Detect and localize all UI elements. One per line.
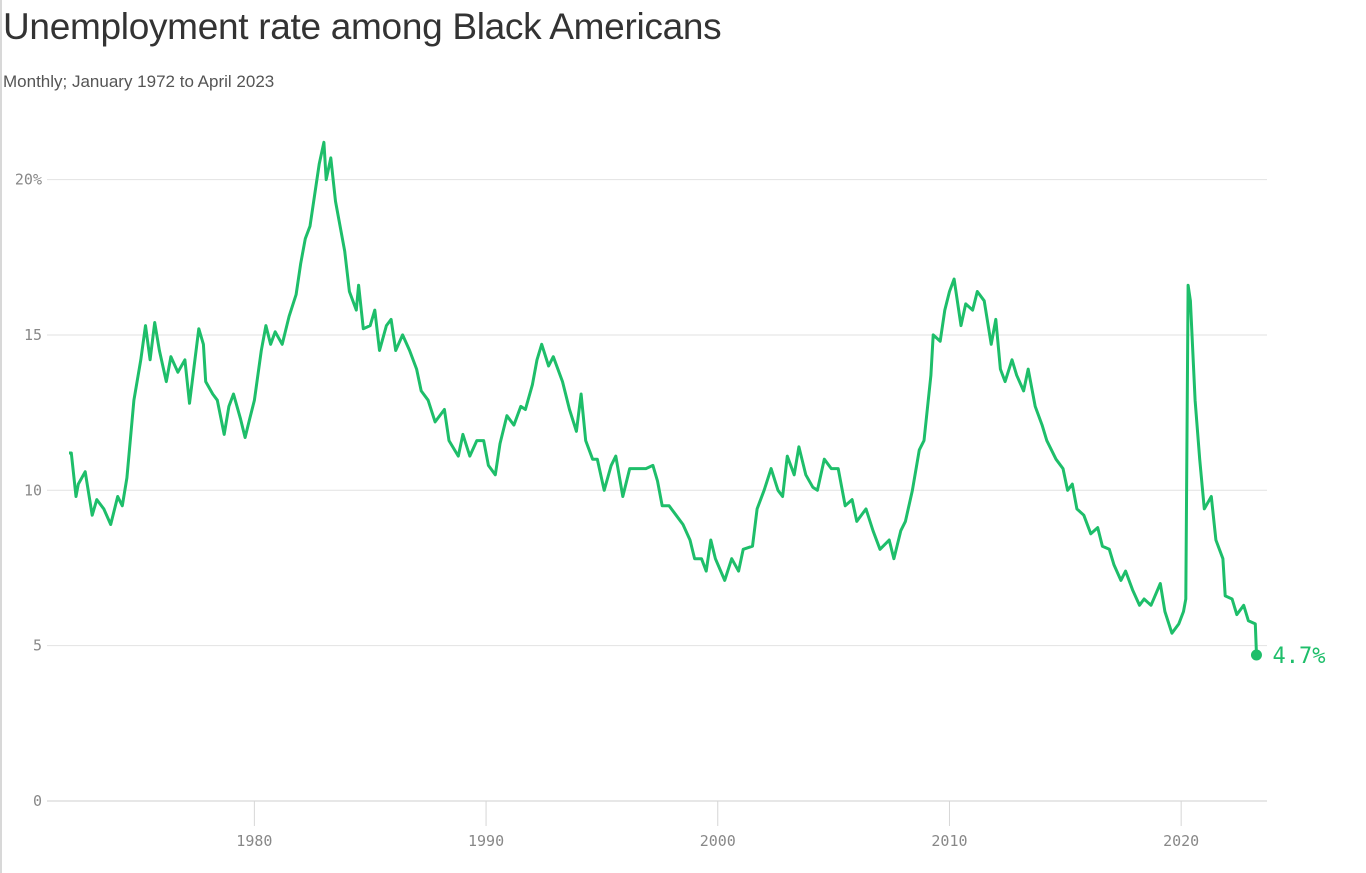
x-tick-label: 2010 [931, 832, 967, 850]
x-tick-label: 2020 [1163, 832, 1199, 850]
left-edge [0, 0, 2, 873]
y-tick-label: 15 [24, 326, 42, 344]
end-value-label: 4.7% [1272, 644, 1325, 669]
y-tick-label: 0 [33, 792, 42, 810]
x-tick-label: 1990 [468, 832, 504, 850]
y-axis-ticks: 0 5 10 15 20% [15, 171, 42, 810]
end-point-marker [1250, 649, 1262, 661]
gridlines [47, 179, 1267, 802]
series-line [69, 140, 1258, 656]
x-tick-label: 1980 [236, 832, 272, 850]
y-tick-label: 20% [15, 171, 42, 189]
y-tick-label: 5 [33, 637, 42, 655]
chart-title: Unemployment rate among Black Americans [3, 6, 722, 47]
x-axis-ticks: 1980 1990 2000 2010 2020 [236, 801, 1199, 850]
x-tick-label: 2000 [700, 832, 736, 850]
chart-subtitle: Monthly; January 1972 to April 2023 [3, 72, 275, 91]
y-tick-label: 10 [24, 481, 42, 499]
